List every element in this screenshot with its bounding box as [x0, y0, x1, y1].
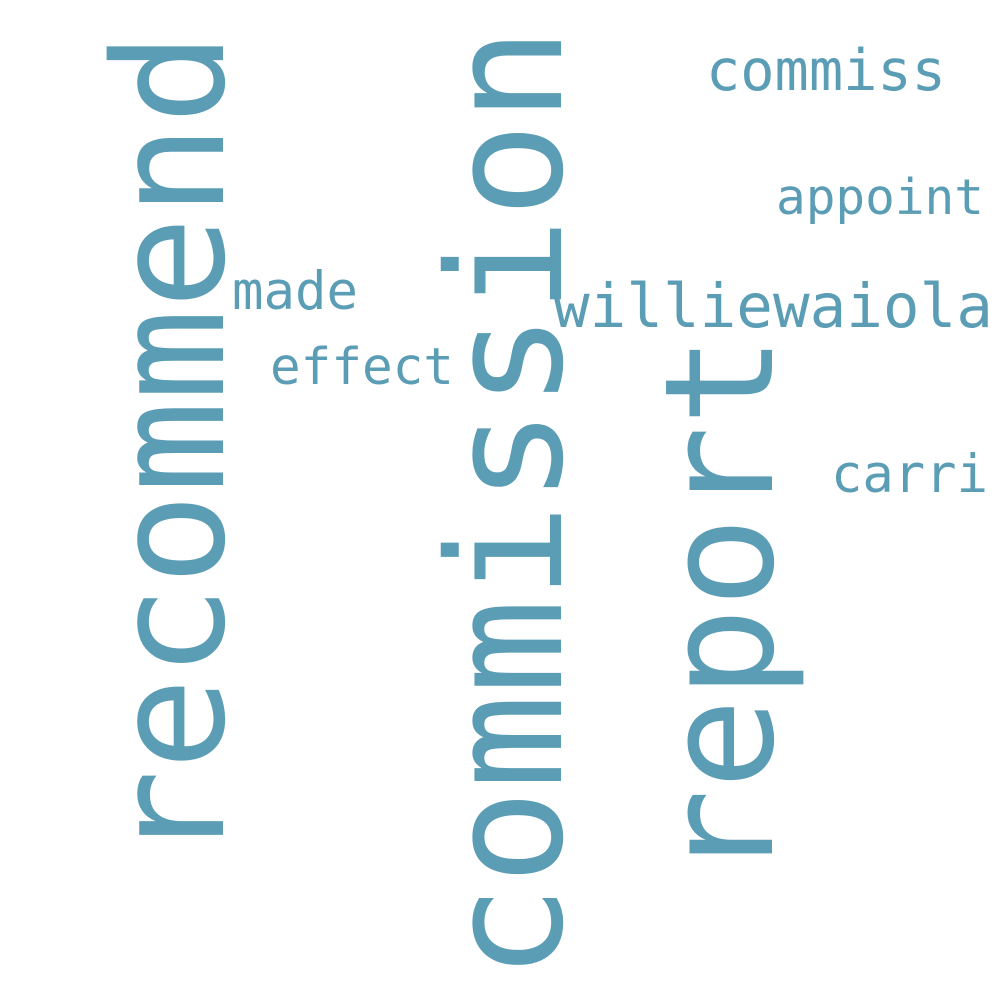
word-williewaiola: williewaiola — [553, 270, 993, 342]
word-commission: commission — [415, 27, 599, 980]
word-recommend: recommend — [82, 32, 260, 862]
word-made: made — [232, 261, 358, 323]
word-report: report — [632, 335, 808, 880]
word-appoint: appoint — [776, 167, 984, 226]
word-effect: effect — [270, 337, 454, 397]
word-carri: carri — [831, 444, 988, 505]
word-commiss: commiss — [706, 37, 946, 104]
